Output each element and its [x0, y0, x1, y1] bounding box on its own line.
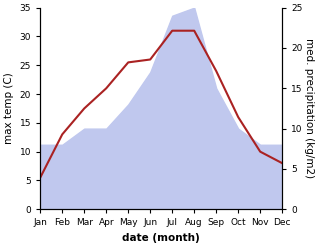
- X-axis label: date (month): date (month): [122, 233, 200, 243]
- Y-axis label: max temp (C): max temp (C): [4, 73, 14, 144]
- Y-axis label: med. precipitation (kg/m2): med. precipitation (kg/m2): [304, 38, 314, 179]
